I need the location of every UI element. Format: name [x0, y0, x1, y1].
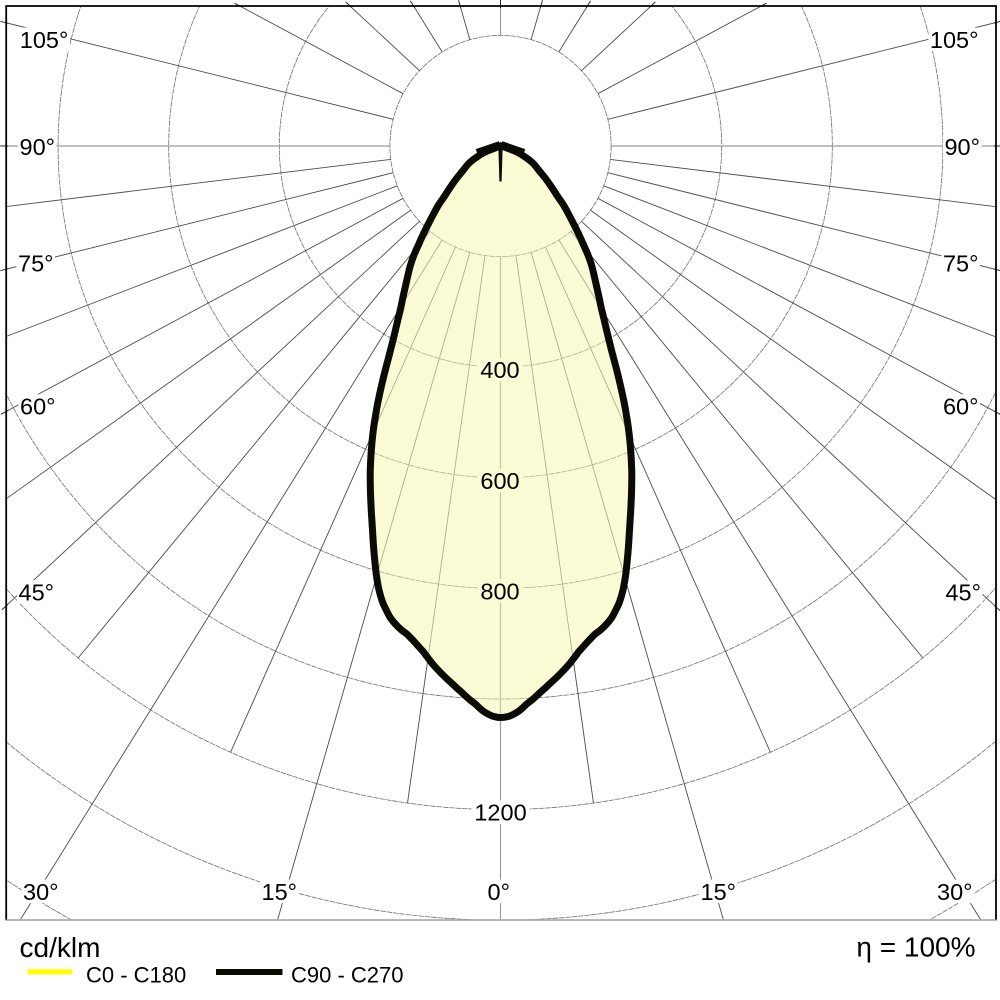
svg-text:15°: 15°	[701, 879, 737, 905]
svg-text:600: 600	[480, 468, 519, 494]
svg-text:75°: 75°	[18, 251, 54, 277]
svg-text:60°: 60°	[943, 394, 979, 420]
svg-text:30°: 30°	[937, 879, 973, 905]
svg-text:90°: 90°	[944, 134, 980, 160]
svg-text:C90 - C270: C90 - C270	[291, 962, 404, 987]
svg-text:15°: 15°	[262, 879, 298, 905]
svg-text:η = 100%: η = 100%	[856, 932, 975, 963]
svg-text:30°: 30°	[23, 879, 59, 905]
svg-text:800: 800	[480, 578, 519, 604]
svg-text:60°: 60°	[20, 394, 56, 420]
svg-text:105°: 105°	[20, 27, 69, 53]
svg-text:75°: 75°	[943, 251, 979, 277]
svg-text:90°: 90°	[20, 134, 56, 160]
svg-text:105°: 105°	[930, 27, 979, 53]
svg-text:1200: 1200	[474, 800, 526, 826]
svg-text:0°: 0°	[488, 879, 510, 905]
svg-text:C0 - C180: C0 - C180	[86, 962, 186, 987]
svg-text:cd/klm: cd/klm	[20, 932, 101, 963]
svg-text:45°: 45°	[19, 580, 55, 606]
svg-text:400: 400	[480, 357, 519, 383]
svg-text:45°: 45°	[945, 580, 981, 606]
